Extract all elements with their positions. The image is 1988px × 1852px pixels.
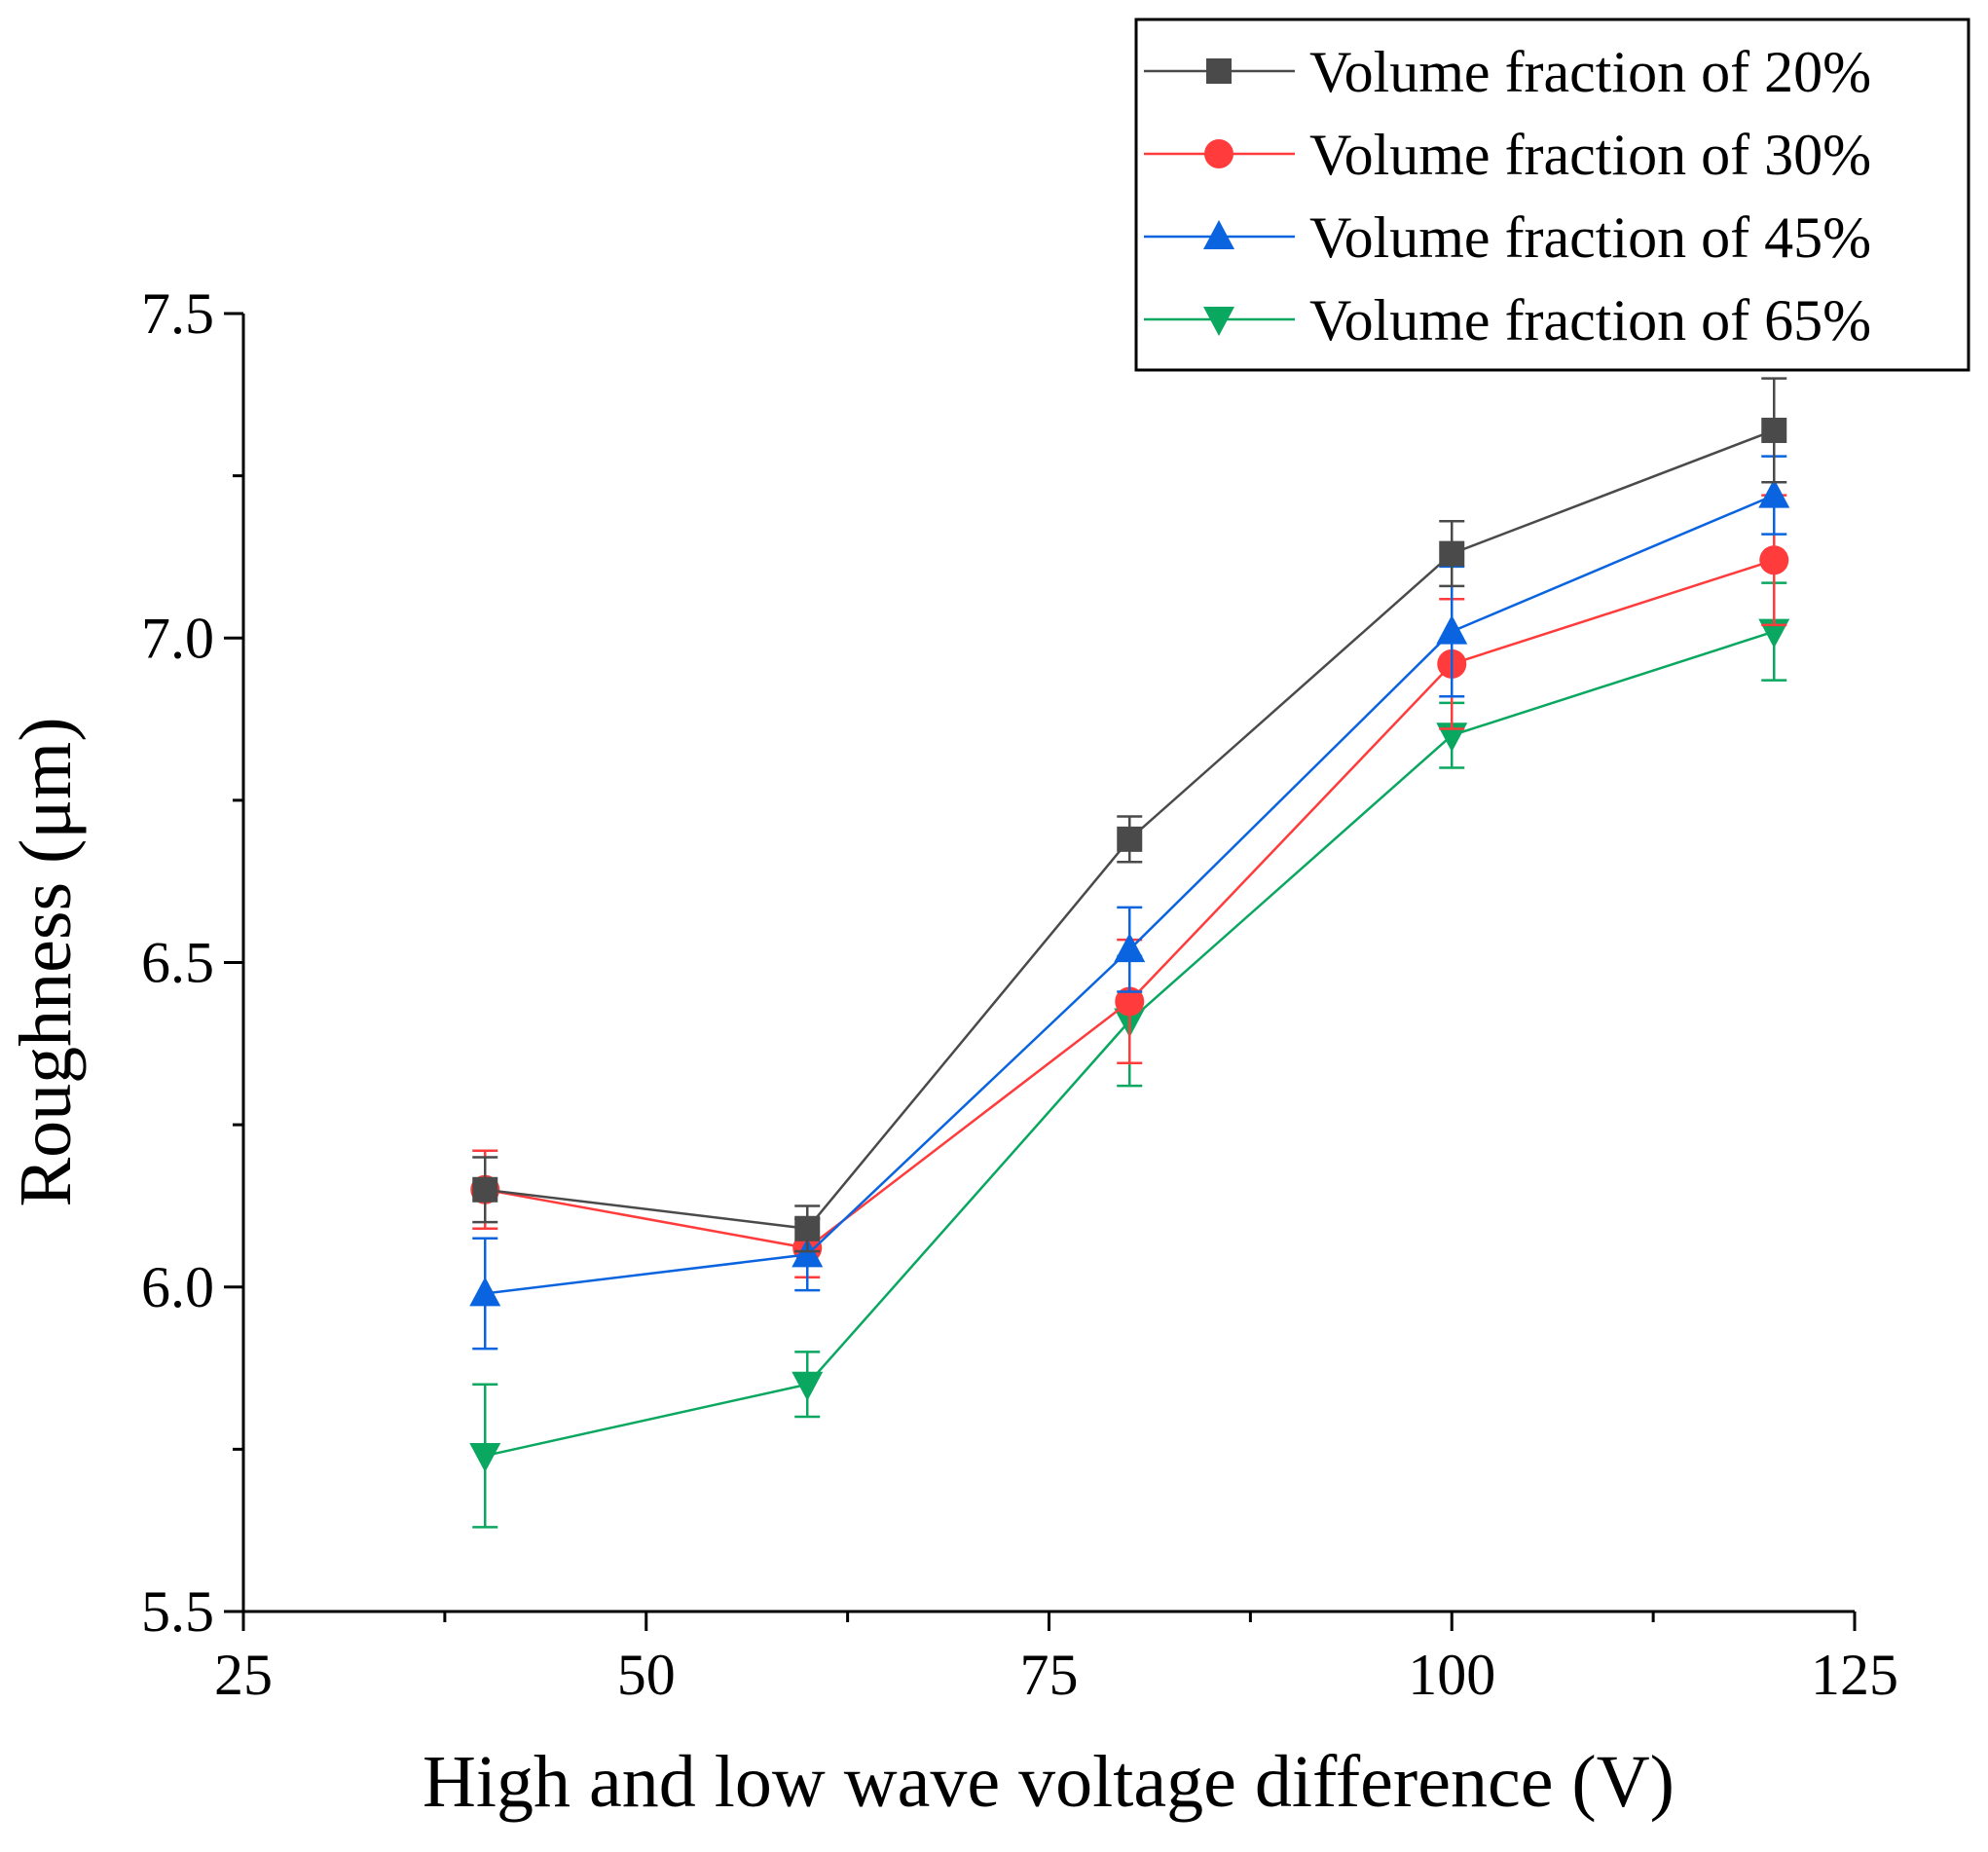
y-axis-title: Roughness (μm)	[5, 717, 87, 1206]
legend-marker	[1204, 139, 1233, 168]
legend-label: Volume fraction of 65%	[1309, 288, 1871, 352]
data-point	[469, 1443, 501, 1473]
x-tick-label: 125	[1811, 1643, 1898, 1707]
y-tick-label: 5.5	[141, 1579, 214, 1644]
y-tick-label: 6.0	[141, 1255, 214, 1319]
plot-area	[469, 377, 1790, 1529]
legend-box	[1134, 18, 1970, 372]
data-point	[1761, 417, 1787, 443]
x-tick-label: 75	[1020, 1643, 1079, 1707]
legend-label: Volume fraction of 30%	[1309, 123, 1871, 187]
y-tick-label: 7.5	[141, 281, 214, 346]
data-point	[792, 1238, 824, 1268]
y-tick-label: 7.0	[141, 606, 214, 670]
x-axis-title: High and low wave voltage difference (V)	[423, 1741, 1675, 1823]
legend-marker	[1203, 220, 1234, 249]
legend-label: Volume fraction of 45%	[1309, 205, 1871, 270]
series-3	[469, 455, 1790, 1351]
data-point	[472, 1176, 498, 1203]
ticks: 25 50 75 100 125 5.5 6.0 6.5 7.0 7.5	[141, 281, 1898, 1707]
legend-marker	[1203, 307, 1234, 336]
series-2	[470, 494, 1789, 1279]
x-tick-label: 100	[1408, 1643, 1495, 1707]
series-line	[485, 559, 1775, 1250]
x-tick-label: 25	[214, 1643, 273, 1707]
data-point	[1759, 545, 1789, 575]
data-point	[1758, 478, 1790, 508]
data-point	[469, 1277, 501, 1307]
series-1	[472, 377, 1787, 1253]
series-line	[485, 494, 1775, 1295]
data-point	[794, 1215, 821, 1241]
data-point	[1439, 540, 1465, 567]
data-point	[792, 1371, 824, 1401]
y-tick-label: 6.5	[141, 931, 214, 995]
x-tick-label: 50	[617, 1643, 676, 1707]
legend-marker	[1206, 58, 1232, 84]
data-point	[1117, 826, 1143, 852]
data-point	[1436, 614, 1468, 645]
legend-label: Volume fraction of 20%	[1309, 40, 1871, 104]
data-point	[1114, 933, 1146, 963]
data-point	[1115, 986, 1145, 1017]
legend: Volume fraction of 20% Volume fraction of…	[1134, 18, 1970, 372]
